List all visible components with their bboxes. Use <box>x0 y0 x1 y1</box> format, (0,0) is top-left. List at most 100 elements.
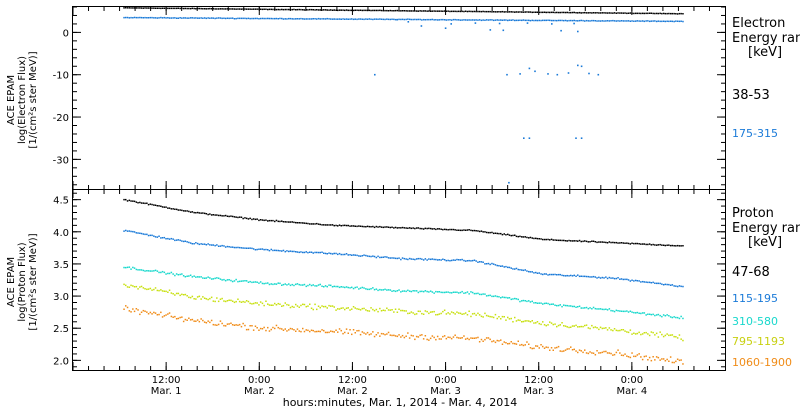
proton-point <box>253 303 255 305</box>
proton-point <box>547 274 549 276</box>
proton-point <box>647 244 649 246</box>
proton-point <box>139 269 141 271</box>
proton-point <box>458 292 460 294</box>
electron-point <box>393 10 395 12</box>
proton-point <box>390 309 392 311</box>
proton-point <box>642 312 644 314</box>
proton-point <box>293 285 295 287</box>
proton-point <box>530 271 532 273</box>
proton-point <box>307 223 309 225</box>
proton-point <box>192 211 194 213</box>
proton-point <box>577 274 579 276</box>
electron-point <box>158 17 160 19</box>
electron-point <box>619 12 621 14</box>
proton-point <box>390 289 392 291</box>
electron-point <box>630 21 632 23</box>
proton-point <box>146 234 148 236</box>
proton-point <box>349 309 351 311</box>
electron-point <box>157 8 159 10</box>
electron-point <box>386 18 388 20</box>
proton-point <box>248 329 250 331</box>
electron-point <box>341 9 343 11</box>
proton-point <box>670 285 672 287</box>
proton-point <box>586 324 588 326</box>
electron-point <box>207 17 209 19</box>
electron-legend-title-1: Electron <box>732 16 785 31</box>
proton-point <box>533 272 535 274</box>
proton-point <box>174 275 176 277</box>
proton-point <box>127 230 129 232</box>
proton-point <box>311 308 313 310</box>
electron-point <box>377 19 379 21</box>
proton-point <box>155 287 157 289</box>
proton-point <box>185 319 187 321</box>
electron-point <box>610 12 612 14</box>
proton-point <box>171 292 173 294</box>
electron-point <box>283 18 285 20</box>
proton-point <box>129 266 131 268</box>
proton-point <box>663 245 665 247</box>
proton-point <box>561 351 563 353</box>
electron-point <box>439 19 441 21</box>
proton-point <box>679 245 681 247</box>
proton-point <box>136 232 138 234</box>
proton-point <box>339 328 341 330</box>
proton-point <box>344 309 346 311</box>
proton-point <box>477 230 479 232</box>
proton-point <box>323 253 325 255</box>
proton-point <box>680 359 682 361</box>
proton-point <box>144 311 146 313</box>
proton-point <box>363 254 365 256</box>
proton-point <box>582 276 584 278</box>
proton-point <box>572 275 574 277</box>
electron-outlier-point <box>560 30 562 32</box>
proton-point <box>412 335 414 337</box>
electron-point <box>528 11 530 13</box>
proton-point <box>323 306 325 308</box>
proton-point <box>151 270 153 272</box>
proton-point <box>609 241 611 243</box>
electron-point <box>572 20 574 22</box>
proton-point <box>379 308 381 310</box>
proton-point <box>530 237 532 239</box>
proton-point <box>652 244 654 246</box>
electron-point <box>535 12 537 14</box>
proton-point <box>320 252 322 254</box>
proton-point <box>484 263 486 265</box>
electron-point <box>637 13 639 15</box>
proton-point <box>283 221 285 223</box>
electron-point <box>612 20 614 22</box>
electron-series-38-53 <box>123 7 683 15</box>
proton-point <box>200 318 202 320</box>
proton-point <box>488 232 490 234</box>
proton-point <box>658 314 660 316</box>
electron-point <box>391 10 393 12</box>
proton-point <box>132 231 134 233</box>
proton-point <box>600 327 602 329</box>
proton-point <box>123 230 125 232</box>
proton-point <box>150 203 152 205</box>
proton-point <box>372 287 374 289</box>
proton-point <box>561 275 563 277</box>
electron-point <box>673 21 675 23</box>
proton-point <box>292 328 294 330</box>
electron-point <box>640 13 642 15</box>
proton-point <box>612 277 614 279</box>
proton-point <box>560 304 562 306</box>
proton-point <box>470 337 472 339</box>
proton-point <box>630 280 632 282</box>
proton-point <box>223 325 225 327</box>
proton-point <box>348 287 350 289</box>
proton-point <box>535 272 537 274</box>
proton-point <box>136 308 138 310</box>
electron-outlier-point <box>475 22 477 24</box>
proton-point <box>139 233 141 235</box>
proton-point <box>665 315 667 317</box>
proton-point <box>663 358 665 360</box>
proton-point <box>256 302 258 304</box>
electron-point <box>276 9 278 11</box>
proton-point <box>316 285 318 287</box>
electron-point <box>202 18 204 20</box>
proton-point <box>200 276 202 278</box>
proton-point <box>160 289 162 291</box>
